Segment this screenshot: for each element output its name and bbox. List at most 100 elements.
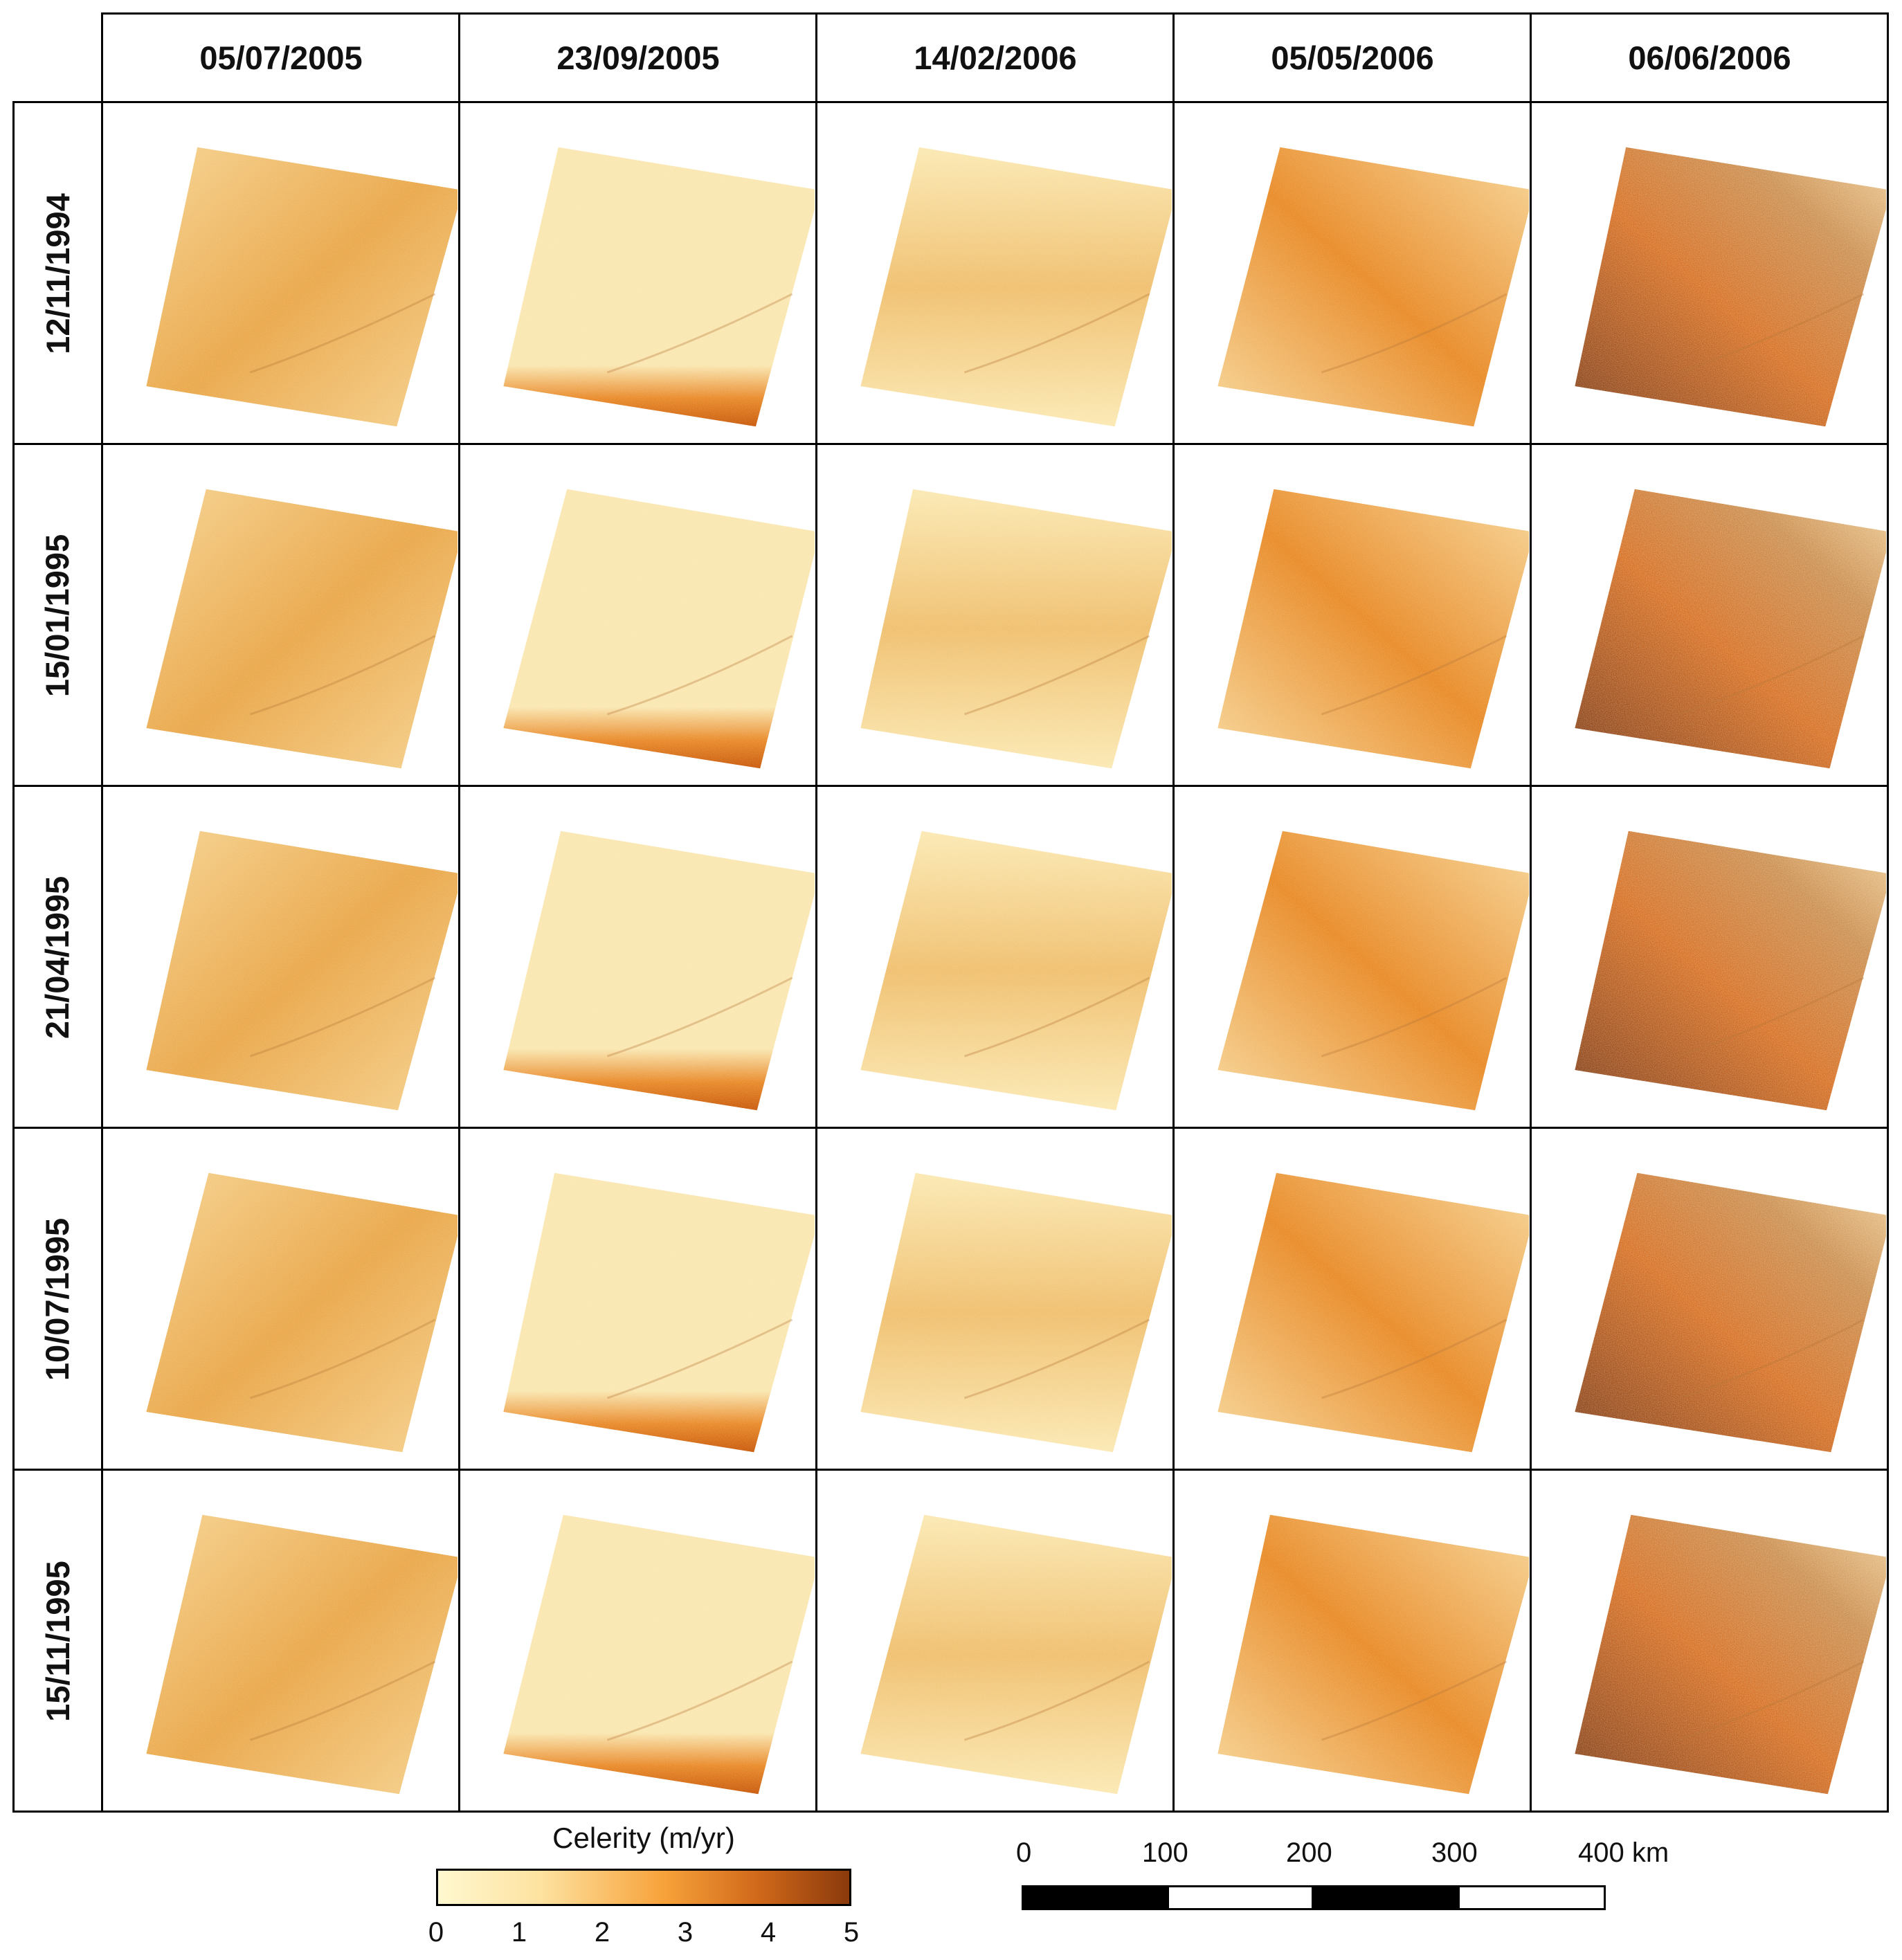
scene-texture <box>1217 489 1529 769</box>
grid-line <box>1887 12 1889 1813</box>
map-raster <box>503 831 815 1111</box>
terrain-feature-line <box>1678 1660 1865 1741</box>
scene-texture <box>146 147 458 427</box>
map-raster <box>1217 1514 1529 1795</box>
celerity-map-panel <box>460 1129 815 1468</box>
scene-texture <box>860 831 1172 1111</box>
legend-tick: 4 <box>760 1917 777 1948</box>
grid-line <box>101 12 1889 15</box>
map-raster <box>860 1514 1172 1795</box>
celerity-map-panel <box>1532 103 1886 442</box>
scene-texture <box>503 1172 815 1453</box>
map-raster <box>146 489 458 769</box>
row-header-1: 15/01/1995 <box>39 534 76 697</box>
grid-line <box>12 1469 1889 1471</box>
legend-tick: 1 <box>511 1917 527 1948</box>
terrain-feature-line <box>963 293 1150 374</box>
legend-tick: 0 <box>428 1917 444 1948</box>
grid-line <box>458 12 460 1813</box>
terrain-feature-line <box>606 635 793 716</box>
map-raster <box>503 489 815 769</box>
scene-texture <box>146 1172 458 1453</box>
legend-tick: 3 <box>677 1917 694 1948</box>
legend-title: Celerity (m/yr) <box>552 1822 735 1854</box>
scene-texture <box>503 1514 815 1795</box>
terrain-feature-line <box>963 635 1150 716</box>
terrain-feature-line <box>249 1318 436 1399</box>
celerity-map-panel <box>460 103 815 442</box>
scene-texture <box>860 1172 1172 1453</box>
scene-texture <box>503 489 815 769</box>
map-raster <box>860 147 1172 427</box>
legend-color-ramp <box>436 1869 851 1906</box>
celerity-map-panel <box>460 445 815 784</box>
row-header-0: 12/11/1994 <box>39 192 76 354</box>
celerity-map-panel <box>817 103 1172 442</box>
column-header-2: 14/02/2006 <box>914 39 1077 76</box>
scene-texture <box>503 147 815 427</box>
scale-label: 0 <box>1016 1838 1032 1868</box>
grid-line <box>12 1811 1889 1813</box>
terrain-feature-line <box>606 977 793 1058</box>
terrain-feature-line <box>1678 977 1865 1058</box>
terrain-feature-line <box>1321 635 1507 716</box>
map-raster <box>503 1514 815 1795</box>
terrain-feature-line <box>606 1660 793 1741</box>
terrain-feature-line <box>963 1660 1150 1741</box>
scale-bar-segment <box>1458 1885 1606 1910</box>
grid-line <box>12 443 1889 445</box>
row-header-3: 10/07/1995 <box>39 1217 76 1381</box>
map-raster <box>1575 1514 1886 1795</box>
celerity-map-panel <box>817 787 1172 1126</box>
grid-line <box>101 12 103 1813</box>
map-raster <box>1217 147 1529 427</box>
celerity-map-panel <box>1175 445 1529 784</box>
map-raster <box>1217 1172 1529 1453</box>
scene-texture <box>146 1514 458 1795</box>
terrain-feature-line <box>249 635 436 716</box>
scale-label: 100 <box>1142 1838 1188 1868</box>
scene-texture <box>1575 831 1886 1111</box>
legend-tick: 5 <box>843 1917 860 1948</box>
terrain-feature-line <box>963 977 1150 1058</box>
celerity-map-panel <box>460 787 815 1126</box>
scale-label: 200 <box>1286 1838 1332 1868</box>
scene-texture <box>1217 831 1529 1111</box>
map-raster <box>860 1172 1172 1453</box>
celerity-map-panel <box>103 1471 458 1810</box>
terrain-feature-line <box>249 293 436 374</box>
terrain-feature-line <box>1321 977 1507 1058</box>
celerity-map-panel <box>1175 787 1529 1126</box>
celerity-map-panel <box>1532 445 1886 784</box>
map-raster <box>146 1172 458 1453</box>
celerity-map-panel <box>1175 1129 1529 1468</box>
scene-texture <box>1217 147 1529 427</box>
terrain-feature-line <box>606 1318 793 1399</box>
celerity-map-panel <box>460 1471 815 1810</box>
column-header-1: 23/09/2005 <box>556 39 720 76</box>
terrain-feature-line <box>1678 635 1865 716</box>
row-header-4: 15/11/1995 <box>39 1560 76 1722</box>
terrain-feature-line <box>1321 1318 1507 1399</box>
map-raster <box>146 831 458 1111</box>
map-raster <box>1575 1172 1886 1453</box>
celerity-map-panel <box>817 1129 1172 1468</box>
map-raster <box>503 147 815 427</box>
map-raster <box>146 147 458 427</box>
scene-texture <box>146 831 458 1111</box>
map-raster <box>1575 831 1886 1111</box>
celerity-map-panel <box>1175 103 1529 442</box>
map-raster <box>146 1514 458 1795</box>
scene-texture <box>1217 1514 1529 1795</box>
celerity-map-panel <box>103 787 458 1126</box>
grid-line <box>12 101 1889 103</box>
legend-tick: 2 <box>594 1917 610 1948</box>
scene-texture <box>146 489 458 769</box>
grid-line <box>12 101 15 1813</box>
column-header-0: 05/07/2005 <box>199 39 363 76</box>
terrain-feature-line <box>1678 1318 1865 1399</box>
scene-texture <box>1575 1514 1886 1795</box>
terrain-feature-line <box>1321 1660 1507 1741</box>
terrain-feature-line <box>249 1660 436 1741</box>
map-raster <box>1575 489 1886 769</box>
